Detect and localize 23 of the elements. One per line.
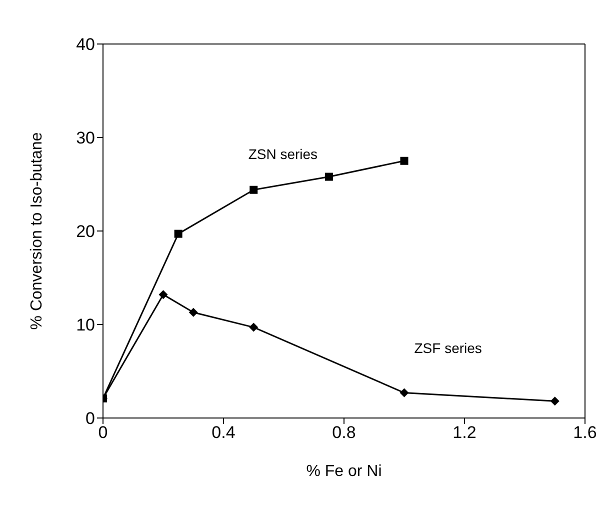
y-tick-label: 40 (76, 35, 95, 54)
y-axis-title: % Conversion to Iso-butane (28, 132, 46, 330)
point (400, 388, 409, 398)
point (158, 290, 168, 300)
point (400, 156, 408, 165)
x-tick-label: 0.4 (212, 423, 236, 442)
point (324, 172, 333, 181)
point (550, 396, 560, 406)
x-axis-title: % Fe or Ni (306, 463, 382, 480)
point (250, 186, 258, 194)
y-tick-label: 10 (76, 316, 95, 335)
y-tick-label: 20 (76, 222, 95, 242)
text: ZSF series (414, 340, 482, 356)
series-label: ZSN series (248, 146, 318, 162)
x-tick-label: 0.8 (332, 423, 356, 442)
point (188, 308, 198, 317)
x-tick-label: 1.6 (573, 423, 597, 442)
y-tick-label: 0 (86, 409, 95, 428)
point (249, 322, 258, 332)
x-tick-label: 0 (98, 423, 108, 442)
point (174, 230, 182, 238)
x-tick-label: 1.2 (452, 423, 476, 442)
y-tick-label: 30 (76, 128, 95, 148)
